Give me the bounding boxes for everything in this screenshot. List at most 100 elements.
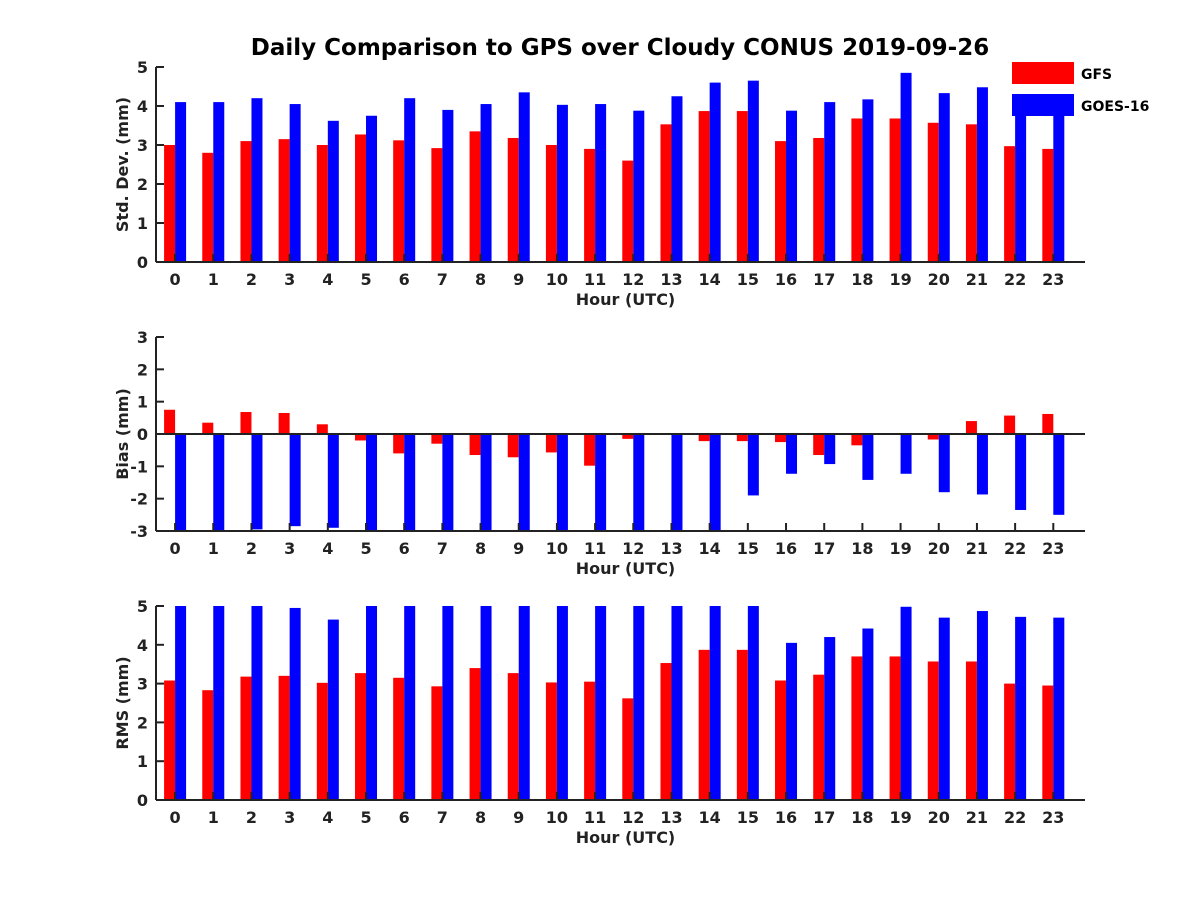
- bar-goes-16-21: [977, 434, 988, 494]
- x-tick-label: 17: [813, 808, 835, 827]
- bar-goes-16-7: [442, 110, 453, 262]
- x-tick-label: 8: [475, 270, 486, 289]
- bar-gfs-11: [584, 149, 595, 262]
- x-tick-label: 17: [813, 539, 835, 558]
- bar-goes-16-9: [519, 92, 530, 262]
- legend-label-gfs: GFS: [1081, 67, 1112, 83]
- legend-label-goes-16: GOES-16: [1081, 99, 1149, 115]
- bar-goes-16-4: [328, 620, 339, 800]
- x-tick-label: 13: [660, 808, 682, 827]
- bar-gfs-12: [622, 698, 633, 800]
- x-tick-label: 1: [208, 539, 219, 558]
- x-tick-label: 20: [928, 270, 950, 289]
- bar-goes-16-12: [633, 606, 644, 800]
- x-tick-label: 21: [966, 808, 988, 827]
- bar-goes-16-18: [862, 629, 873, 801]
- bar-goes-16-5: [366, 434, 377, 531]
- x-tick-label: 16: [775, 270, 797, 289]
- bar-gfs-6: [393, 140, 404, 262]
- x-tick-label: 2: [246, 808, 257, 827]
- x-tick-label: 4: [322, 539, 333, 558]
- y-tick-label: 2: [137, 360, 148, 379]
- y-axis-label: RMS (mm): [113, 656, 132, 749]
- bar-gfs-5: [355, 673, 366, 800]
- x-axis-label: Hour (UTC): [576, 559, 676, 578]
- bar-gfs-3: [279, 413, 290, 434]
- bar-goes-16-1: [213, 102, 224, 262]
- y-tick-label: 2: [137, 713, 148, 732]
- x-tick-label: 2: [246, 539, 257, 558]
- y-tick-label: 3: [137, 675, 148, 694]
- bar-goes-16-3: [290, 434, 301, 526]
- bar-goes-16-10: [557, 105, 568, 262]
- bar-goes-16-18: [862, 99, 873, 262]
- bar-gfs-18: [851, 434, 862, 445]
- bar-gfs-9: [508, 434, 519, 457]
- bar-goes-16-22: [1015, 434, 1026, 510]
- x-tick-label: 15: [737, 270, 759, 289]
- x-tick-label: 7: [437, 270, 448, 289]
- x-tick-label: 9: [513, 808, 524, 827]
- bar-gfs-10: [546, 682, 557, 800]
- bar-gfs-11: [584, 682, 595, 800]
- bar-gfs-3: [279, 139, 290, 262]
- x-tick-label: 3: [284, 808, 295, 827]
- bar-gfs-23: [1042, 686, 1053, 800]
- x-tick-label: 4: [322, 808, 333, 827]
- bar-goes-16-19: [901, 73, 912, 262]
- y-tick-label: 0: [137, 253, 148, 272]
- y-tick-label: 5: [137, 58, 148, 77]
- bar-gfs-2: [240, 141, 251, 262]
- bar-gfs-8: [470, 668, 481, 800]
- x-tick-label: 13: [660, 270, 682, 289]
- bar-gfs-12: [622, 161, 633, 262]
- x-tick-label: 7: [437, 808, 448, 827]
- x-tick-label: 20: [928, 539, 950, 558]
- bar-gfs-22: [1004, 146, 1015, 262]
- x-tick-label: 17: [813, 270, 835, 289]
- bar-gfs-1: [202, 690, 213, 800]
- y-tick-label: -1: [130, 457, 148, 476]
- bar-goes-16-6: [404, 98, 415, 262]
- x-tick-label: 0: [170, 808, 181, 827]
- x-tick-label: 2: [246, 270, 257, 289]
- bar-goes-16-20: [939, 618, 950, 800]
- bar-goes-16-2: [251, 434, 262, 529]
- x-tick-label: 19: [889, 270, 911, 289]
- x-tick-label: 6: [399, 270, 410, 289]
- bar-gfs-19: [890, 656, 901, 800]
- x-tick-label: 16: [775, 539, 797, 558]
- y-tick-label: 0: [137, 425, 148, 444]
- y-tick-label: 4: [137, 636, 148, 655]
- bar-gfs-7: [431, 686, 442, 800]
- x-tick-label: 8: [475, 539, 486, 558]
- bar-goes-16-14: [710, 434, 721, 531]
- bar-goes-16-15: [748, 81, 759, 262]
- bar-gfs-16: [775, 434, 786, 442]
- bar-gfs-6: [393, 434, 404, 453]
- y-tick-label: 3: [137, 136, 148, 155]
- x-tick-label: 10: [546, 270, 568, 289]
- bar-goes-16-13: [671, 434, 682, 531]
- bar-gfs-21: [966, 421, 977, 434]
- x-tick-label: 10: [546, 539, 568, 558]
- x-tick-label: 12: [622, 539, 644, 558]
- bar-gfs-1: [202, 153, 213, 262]
- x-tick-label: 14: [699, 539, 721, 558]
- bar-goes-16-5: [366, 606, 377, 800]
- bar-gfs-13: [660, 124, 671, 262]
- x-tick-label: 21: [966, 270, 988, 289]
- x-tick-label: 5: [360, 539, 371, 558]
- x-tick-label: 7: [437, 539, 448, 558]
- x-tick-label: 11: [584, 539, 606, 558]
- x-tick-label: 19: [889, 808, 911, 827]
- bar-goes-16-7: [442, 434, 453, 531]
- bar-goes-16-3: [290, 608, 301, 800]
- x-tick-label: 3: [284, 539, 295, 558]
- x-tick-label: 0: [170, 270, 181, 289]
- bar-goes-16-9: [519, 606, 530, 800]
- bar-gfs-14: [699, 111, 710, 262]
- bar-goes-16-20: [939, 93, 950, 262]
- bar-goes-16-6: [404, 606, 415, 800]
